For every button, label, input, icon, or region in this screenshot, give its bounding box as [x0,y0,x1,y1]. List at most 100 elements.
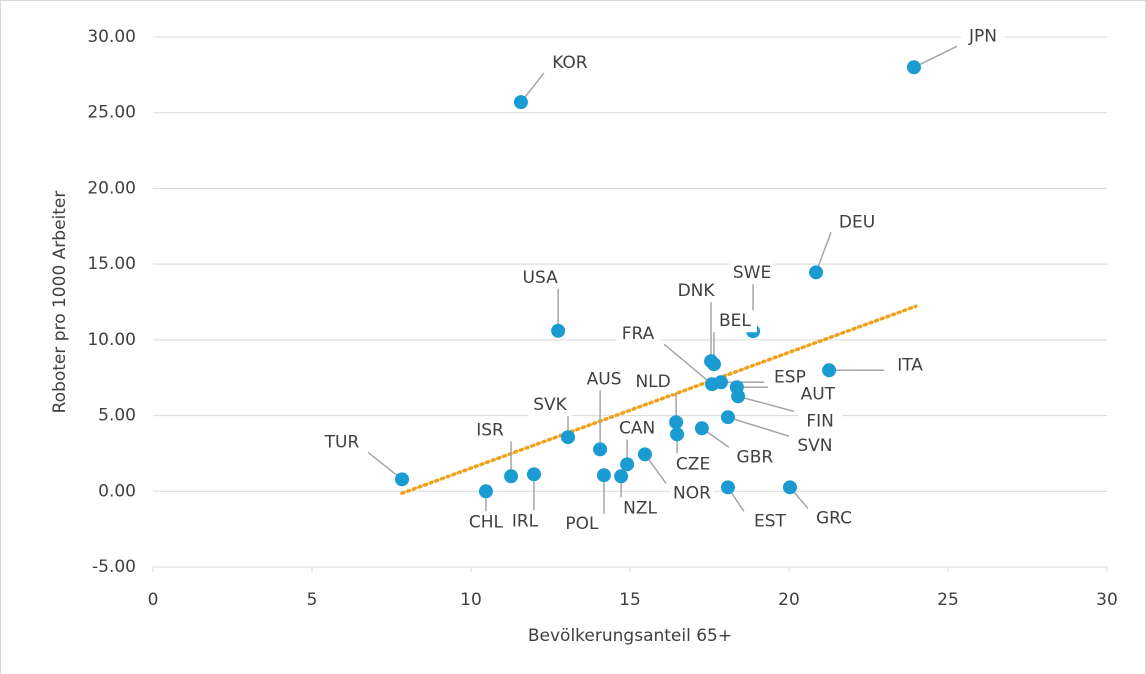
label-background [712,310,757,333]
y-tick-label: 25.00 [87,103,136,123]
point-label: USA [523,268,559,288]
trendline [400,304,918,496]
leader-line [737,395,795,413]
point-label: DEU [839,212,875,232]
point-label: SWE [733,263,771,283]
point [478,484,493,499]
label-background [527,394,572,417]
x-tick-label: 25 [937,590,959,610]
label-background [319,431,364,454]
point-label: FRA [622,324,655,344]
point [394,472,409,487]
point-label: AUT [801,384,836,404]
label-background [669,482,714,505]
point [670,427,685,442]
label-background [811,507,856,530]
point-label: SVK [533,395,567,415]
point-label: SVN [797,436,832,456]
point-label: GRC [816,508,852,528]
label-background [468,419,513,442]
point [669,415,684,430]
point [822,363,837,378]
point [620,457,635,472]
x-tick-label: 10 [460,590,482,610]
leader-line [367,451,403,480]
point [782,480,797,495]
label-background [792,435,837,458]
label-background [559,513,604,536]
point-label: KOR [552,53,588,73]
point-label: ESP [774,367,806,387]
leader-line [913,45,958,68]
point [720,480,735,495]
label-background [631,371,676,394]
point [706,357,721,372]
point-label: IRL [512,511,539,531]
point-label: CAN [619,418,655,438]
y-tick-label: 10.00 [87,330,136,350]
y-tick-label: 20.00 [87,178,136,198]
label-background [888,354,933,377]
label-background [767,366,812,389]
leader-line [815,232,832,273]
x-tick-label: 0 [148,590,159,610]
point [713,375,728,390]
point-label: CZE [676,454,710,474]
x-tick-label: 20 [778,590,800,610]
y-tick-label: -5.00 [92,557,136,577]
point-label: AUS [587,369,622,389]
x-tick-label: 15 [619,590,641,610]
label-background [732,446,777,469]
point [694,421,709,436]
point-label: NZL [623,498,657,518]
label-background [547,52,592,75]
point [906,60,921,75]
x-axis-label: Bevölkerungsanteil 65+ [528,626,732,646]
point-label: NOR [673,483,711,503]
point-label: ITA [897,355,923,375]
point-label: GBR [737,447,774,467]
point [593,442,608,457]
leader-line [727,416,790,437]
y-axis-label: Roboter pro 1000 Arbeiter [50,191,70,414]
label-background [616,323,661,346]
x-tick-label: 5 [307,590,318,610]
trend-layer [400,304,918,496]
point-label: NLD [635,372,670,392]
point [809,265,824,280]
point-label: EST [754,511,787,531]
label-background [502,510,547,533]
label-background [615,417,660,440]
y-tick-label: 15.00 [87,254,136,274]
point-label: POL [565,514,599,534]
leader-line [663,343,713,385]
label-background [795,383,840,406]
label-background [618,497,663,520]
y-tick-label: 5.00 [98,406,136,426]
point [551,323,566,338]
y-tick-label: 0.00 [98,481,136,501]
point-label: CHL [469,512,504,532]
point [637,447,652,462]
point [614,469,629,484]
point-label: BEL [719,311,751,331]
point [526,467,541,482]
point [720,410,735,425]
point [504,469,519,484]
label-background [518,266,563,289]
point-label: ISR [476,420,504,440]
x-tick-label: 30 [1096,590,1118,610]
point-label: FIN [806,411,834,431]
point [513,95,528,110]
label-background [960,25,1005,48]
point-label: JPN [968,26,997,46]
label-background [798,410,843,433]
label-background [582,368,627,391]
axis-layer: -5.00 0.00 5.00 10.00 15.00 20.00 25.00 30.00 0 5… [87,27,1117,610]
point [596,468,611,483]
point-label: TUR [324,432,360,452]
label-background [730,262,775,285]
grid [153,36,1107,568]
